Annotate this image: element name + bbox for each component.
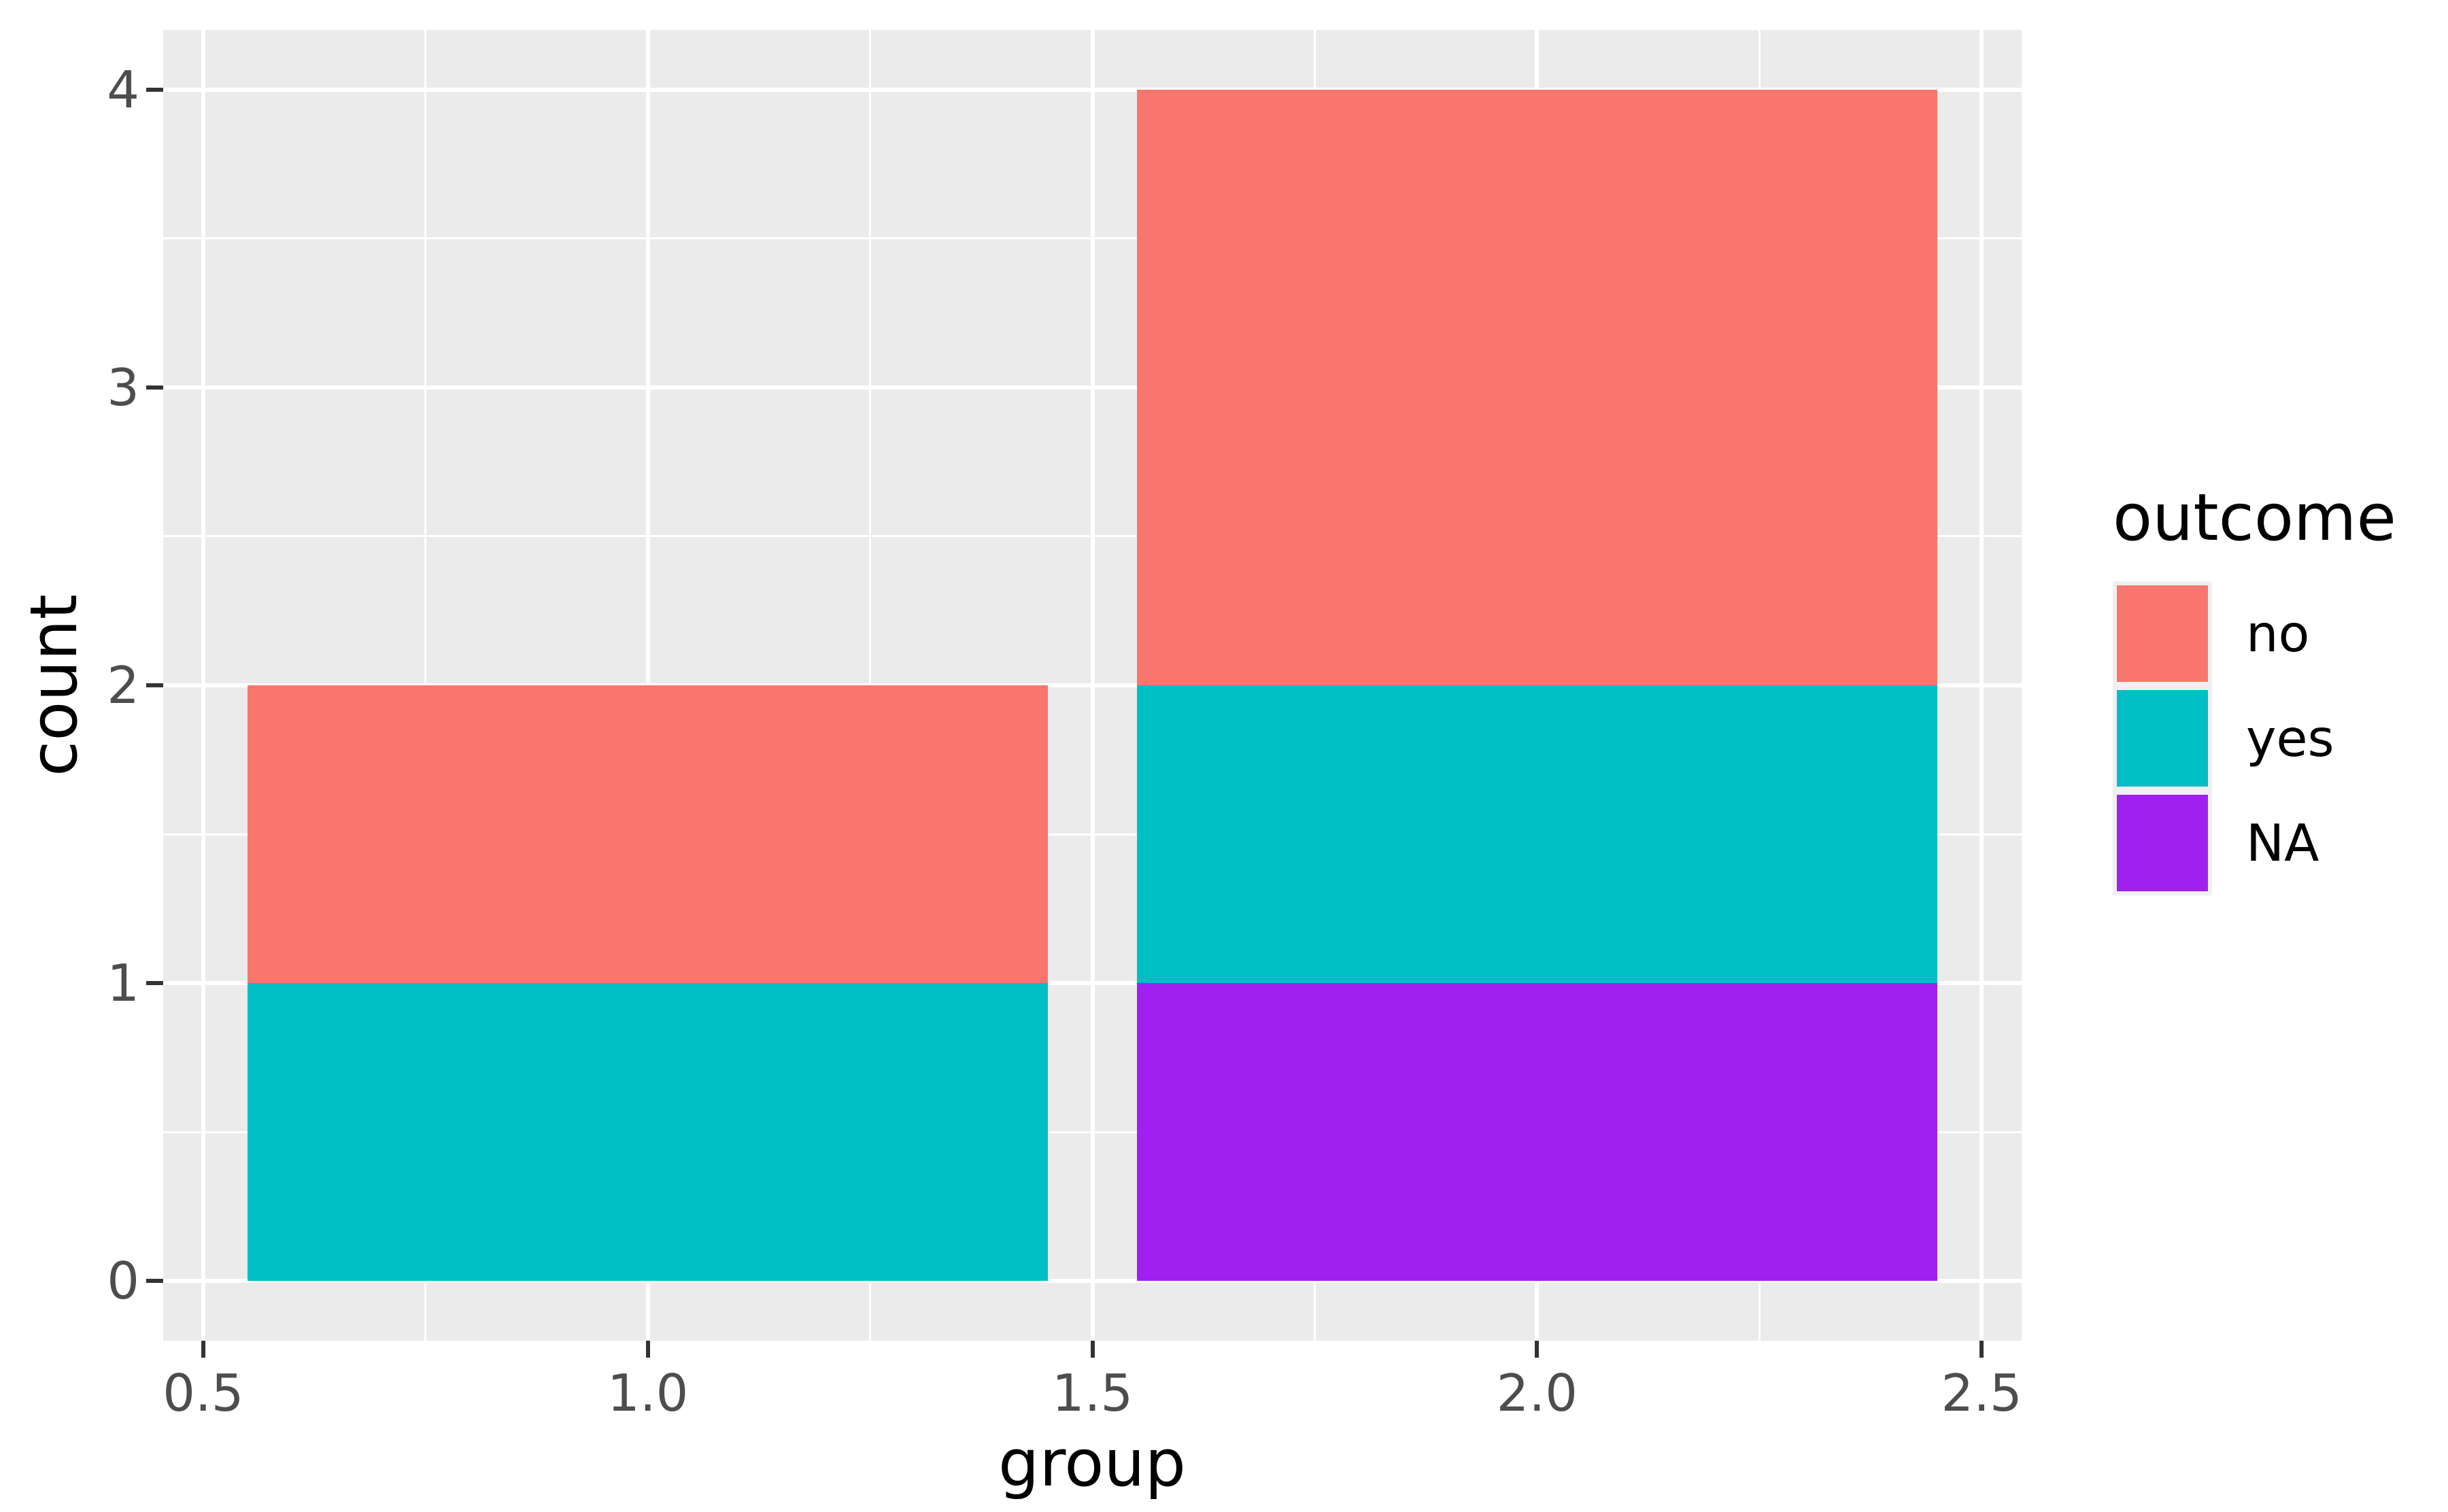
x-tick — [1535, 1341, 1540, 1358]
legend-swatch-NA — [2117, 795, 2208, 891]
plot-panel — [163, 30, 2022, 1341]
x-tick — [1979, 1341, 1984, 1358]
bar-segment-no — [248, 685, 1049, 984]
bar-segment-no — [1136, 89, 1937, 685]
x-axis-title: group — [998, 1426, 1186, 1501]
y-tick-label: 1 — [107, 953, 139, 1014]
x-tick-label: 0.5 — [163, 1363, 244, 1423]
x-tick — [201, 1341, 205, 1358]
legend-label: NA — [2246, 813, 2319, 873]
legend-swatch-no — [2117, 585, 2208, 682]
y-tick-label: 3 — [107, 357, 139, 417]
bar-segment-yes — [248, 983, 1049, 1282]
legend-key — [2113, 581, 2212, 686]
gridline-y-major — [163, 385, 2022, 390]
y-tick — [146, 683, 163, 687]
x-tick-label: 2.5 — [1941, 1363, 2022, 1423]
y-tick — [146, 981, 163, 986]
legend-key — [2113, 791, 2212, 895]
bar-segment-NA — [1136, 983, 1937, 1282]
x-tick-label: 1.0 — [607, 1363, 689, 1423]
legend-title: outcome — [2113, 481, 2396, 555]
x-tick-label: 1.5 — [1051, 1363, 1134, 1423]
legend-label: no — [2246, 604, 2310, 664]
y-tick-label: 4 — [107, 59, 139, 120]
y-tick-label: 0 — [107, 1251, 139, 1311]
legend-label: yes — [2246, 708, 2334, 768]
gridline-y-major — [163, 1279, 2022, 1284]
bar-segment-yes — [1136, 685, 1937, 984]
y-tick — [146, 87, 163, 92]
gridline-y-major — [163, 981, 2022, 986]
y-tick — [146, 385, 163, 390]
x-tick-label: 2.0 — [1496, 1363, 1578, 1423]
y-axis-title: count — [17, 594, 92, 777]
x-tick — [1090, 1341, 1095, 1358]
y-tick-label: 2 — [107, 655, 139, 715]
legend-swatch-yes — [2117, 690, 2208, 787]
legend-key — [2113, 686, 2212, 791]
gridline-y-major — [163, 683, 2022, 687]
gridline-y-major — [163, 87, 2022, 92]
x-tick — [645, 1341, 650, 1358]
y-tick — [146, 1279, 163, 1284]
